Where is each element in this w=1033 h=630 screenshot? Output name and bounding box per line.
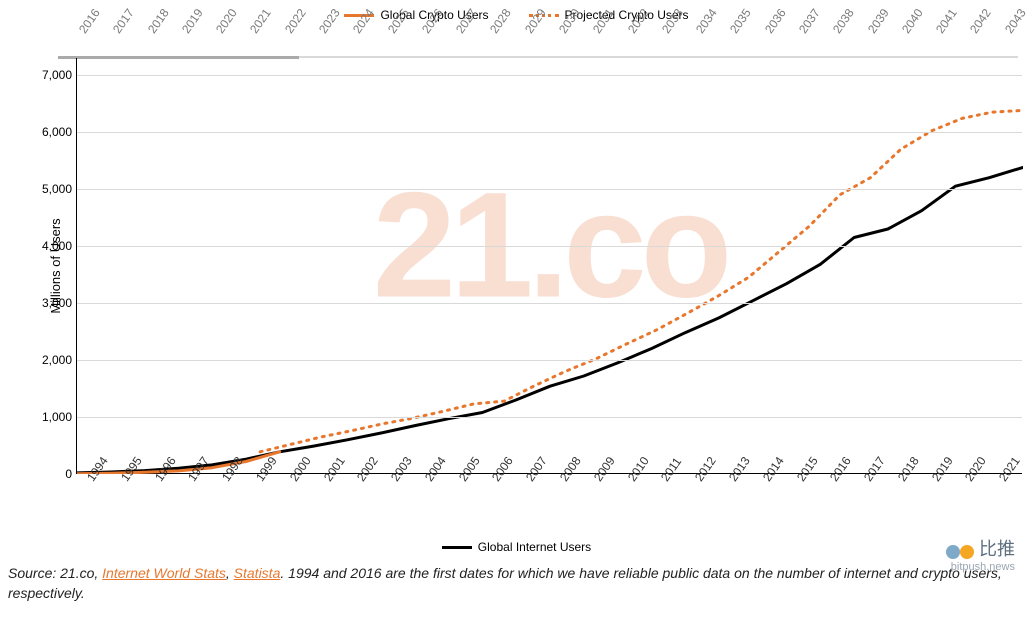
source-link-iws[interactable]: Internet World Stats: [102, 565, 226, 581]
source-text: Source: 21.co, Internet World Stats, Sta…: [8, 564, 1025, 603]
bottom-x-axis: 1994199519961997199819992000200120022003…: [76, 474, 1022, 510]
y-tick-label: 3,000: [42, 296, 72, 310]
y-axis-label-wrap: Millions of Users: [8, 58, 30, 474]
chart-container: Global Crypto Users Projected Crypto Use…: [8, 8, 1025, 603]
plot-area: 21.co: [76, 58, 1022, 474]
source-prefix: Source: 21.co,: [8, 565, 102, 581]
y-tick-label: 5,000: [42, 182, 72, 196]
footer-en: bitpush.news: [951, 561, 1015, 573]
top-x-axis: 2016201720182019202020212022202320242025…: [58, 28, 1018, 58]
series-crypto-projected: [260, 110, 1023, 451]
gridline: [77, 417, 1022, 418]
source-link-statista[interactable]: Statista: [234, 565, 281, 581]
gridline: [77, 360, 1022, 361]
y-tick-label: 0: [65, 467, 72, 481]
y-axis: 01,0002,0003,0004,0005,0006,0007,000: [30, 58, 76, 474]
legend-bottom: Global Internet Users: [8, 540, 1025, 554]
gridline: [77, 132, 1022, 133]
y-tick-label: 1,000: [42, 410, 72, 424]
y-tick-label: 4,000: [42, 239, 72, 253]
series-internet: [77, 167, 1023, 473]
legend-label: Global Internet Users: [478, 540, 591, 554]
y-tick-label: 6,000: [42, 125, 72, 139]
coin-icon: [960, 545, 974, 559]
series-svg: [77, 58, 1023, 474]
gridline: [77, 189, 1022, 190]
gridline: [77, 75, 1022, 76]
y-tick-label: 7,000: [42, 68, 72, 82]
gridline: [77, 303, 1022, 304]
gridline: [77, 246, 1022, 247]
bird-icon: [946, 545, 960, 559]
swatch-black: [442, 546, 472, 549]
source-sep: ,: [226, 565, 234, 581]
y-tick-label: 2,000: [42, 353, 72, 367]
footer-cn: 比推: [979, 539, 1015, 559]
footer-logo: 比推 bitpush.news: [946, 535, 1015, 573]
